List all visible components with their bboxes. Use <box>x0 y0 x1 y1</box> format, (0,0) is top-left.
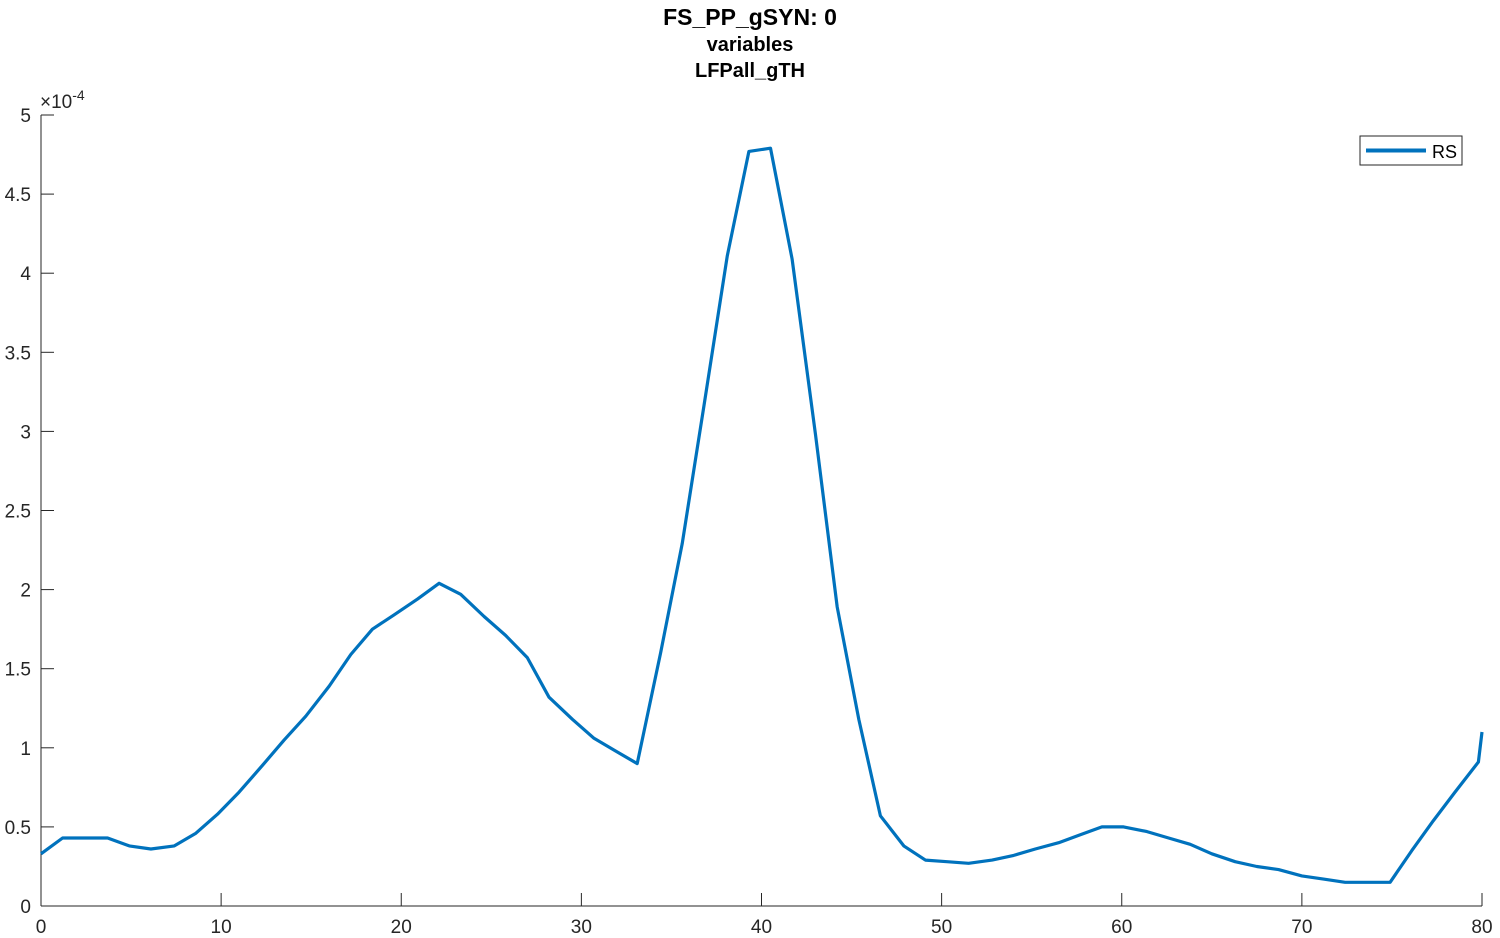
x-tick-label: 30 <box>571 917 592 938</box>
y-tick-label: 1 <box>20 739 31 760</box>
x-tick-label: 0 <box>36 917 47 938</box>
x-tick-labels: 0 10 20 30 40 50 60 70 80 <box>36 917 1493 938</box>
legend: RS <box>1359 135 1463 166</box>
y-exponent-base: ×10 <box>40 92 72 113</box>
y-tick-label: 2.5 <box>5 502 31 523</box>
x-tick-label: 50 <box>931 917 952 938</box>
x-tick-label: 40 <box>751 917 772 938</box>
y-tick-label: 4 <box>20 264 31 285</box>
y-exponent-label: ×10-4 <box>40 87 85 113</box>
x-tick-label: 60 <box>1111 917 1132 938</box>
chart-title: FS_PP_gSYN: 0 <box>663 4 837 30</box>
series-line-rs <box>40 146 1484 884</box>
y-tick-labels: 0 0.5 1 1.5 2 2.5 3 3.5 4 4.5 5 <box>5 106 32 918</box>
axes <box>40 115 1482 907</box>
y-exponent-power: -4 <box>72 87 85 103</box>
y-tick-label: 0.5 <box>5 818 31 839</box>
y-tick-label: 3 <box>20 422 31 443</box>
y-tick-label: 5 <box>20 106 31 127</box>
series-lines <box>40 146 1484 884</box>
y-tick-label: 0 <box>20 897 31 918</box>
x-tick-label: 80 <box>1471 917 1492 938</box>
x-tick-label: 10 <box>211 917 232 938</box>
tick-marks <box>40 114 1483 907</box>
y-tick-label: 4.5 <box>5 185 31 206</box>
x-tick-label: 20 <box>391 917 412 938</box>
y-tick-label: 2 <box>20 581 31 602</box>
chart-subtitle-lfp: LFPall_gTH <box>694 60 805 82</box>
y-tick-label: 1.5 <box>5 660 31 681</box>
chart-subtitle-variables: variables <box>706 34 794 56</box>
x-tick-label: 70 <box>1291 917 1312 938</box>
legend-label-rs: RS <box>1432 142 1457 162</box>
y-tick-label: 3.5 <box>5 343 31 364</box>
